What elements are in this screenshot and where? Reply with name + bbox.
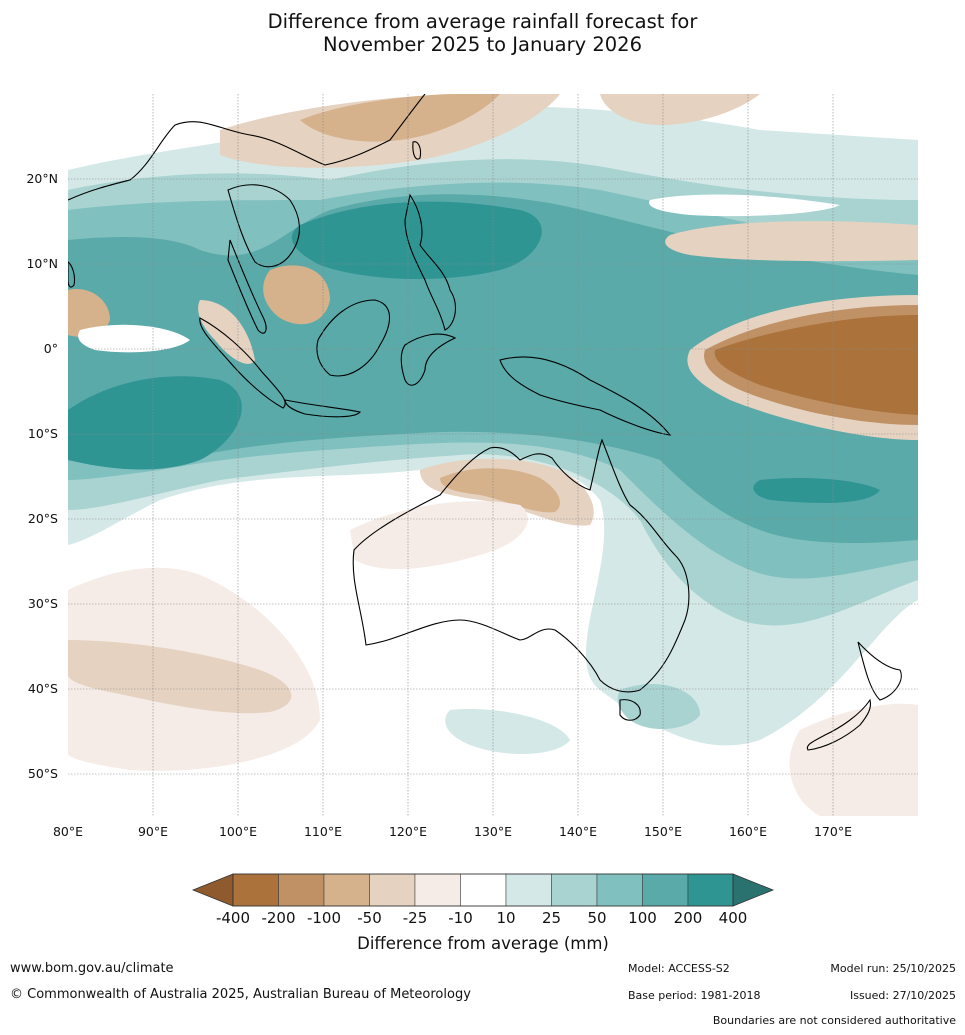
colorbar-label-4: -50 — [357, 909, 382, 927]
colorbar-label-10: 100 — [628, 909, 657, 927]
colorbar-swatch-11 — [687, 873, 734, 907]
dry-region-tasman — [789, 703, 918, 816]
lat-axis-labels: 20°N 10°N 0° 10°S 20°S 30°S 40°S 50°S — [26, 171, 58, 781]
coastline-sumatra — [199, 317, 286, 409]
colorbar-title: Difference from average (mm) — [357, 934, 609, 953]
wet-region-south-of-australia — [617, 684, 700, 730]
coastline-tasmania — [619, 699, 641, 721]
coastline-new-zealand-south — [806, 698, 872, 751]
title-line-1: Difference from average rainfall forecas… — [267, 10, 698, 33]
neutral-region-indian-ocean — [78, 324, 190, 353]
lat-label-30s: 30°S — [28, 596, 58, 611]
colorbar-swatch-8 — [551, 873, 598, 907]
lon-label-120e: 120°E — [389, 824, 427, 839]
wet-region-southern-ocean — [445, 709, 570, 755]
lat-label-40s: 40°S — [28, 681, 58, 696]
coastline-taiwan — [412, 141, 422, 160]
coastlines — [68, 94, 902, 751]
colorbar-extend-high — [732, 873, 775, 907]
lon-label-90e: 90°E — [138, 824, 168, 839]
colorbar-swatch-3 — [323, 873, 370, 907]
colorbar-swatch-6 — [460, 873, 507, 907]
copyright-text: © Commonwealth of Australia 2025, Austra… — [10, 987, 471, 1002]
dry-region-east-asia-2 — [300, 94, 500, 142]
colorbar-swatch-7 — [505, 873, 552, 907]
website-link[interactable]: www.bom.gov.au/climate — [10, 961, 174, 976]
issued-date: Issued: 27/10/2025 — [849, 989, 956, 1002]
neutral-region-north-pacific — [649, 194, 840, 217]
lat-label-0: 0° — [44, 341, 58, 356]
colorbar-label-2: -200 — [261, 909, 295, 927]
colorbar-label-12: 400 — [719, 909, 748, 927]
lon-label-100e: 100°E — [219, 824, 257, 839]
boundaries-disclaimer: Boundaries are not considered authoritat… — [712, 1014, 956, 1027]
lat-label-20n: 20°N — [26, 171, 58, 186]
dry-region-east-pacific-3 — [714, 315, 918, 415]
lon-label-160e: 160°E — [729, 824, 767, 839]
colorbar-swatch-9 — [596, 873, 643, 907]
map-title: Difference from average rainfall forecas… — [0, 10, 965, 56]
colorbar-label-3: -100 — [307, 909, 341, 927]
lat-label-10s: 10°S — [28, 426, 58, 441]
lat-label-10n: 10°N — [26, 256, 58, 271]
colorbar-label-6: -10 — [448, 909, 473, 927]
colorbar-label-8: 25 — [542, 909, 561, 927]
lon-label-140e: 140°E — [559, 824, 597, 839]
lon-axis-labels: 80°E 90°E 100°E 110°E 120°E 130°E 140°E … — [53, 824, 852, 839]
coastline-java — [284, 399, 362, 418]
coastline-new-guinea — [499, 356, 672, 436]
coastline-new-zealand-north — [857, 641, 902, 701]
colorbar-swatch-5 — [414, 873, 461, 907]
model-run-date: Model run: 25/10/2025 — [830, 962, 956, 975]
coastline-philippines — [404, 193, 456, 331]
coastline-sri-lanka — [68, 261, 76, 288]
dry-region-indian-ocean-2 — [68, 640, 292, 714]
dry-region-top-right — [600, 94, 760, 125]
wet-core-sw-pacific — [753, 478, 880, 503]
dry-region-western-australia — [350, 501, 528, 570]
wet-core-central — [291, 201, 542, 280]
base-period: Base period: 1981-2018 — [628, 989, 761, 1002]
colorbar-extend-low — [191, 873, 234, 907]
lon-label-110e: 110°E — [304, 824, 342, 839]
colorbar-swatch-4 — [369, 873, 416, 907]
colorbar-label-5: -25 — [403, 909, 428, 927]
dry-region-north-pacific — [665, 221, 918, 262]
title-line-2: November 2025 to January 2026 — [323, 33, 642, 56]
colorbar-label-9: 50 — [587, 909, 606, 927]
colorbar-label-1: -400 — [216, 909, 250, 927]
colorbar-label-11: 200 — [674, 909, 703, 927]
wet-core-west — [68, 376, 242, 470]
coastline-asia-mainland — [68, 94, 426, 201]
lon-label-170e: 170°E — [814, 824, 852, 839]
colorbar-swatch-10 — [642, 873, 689, 907]
colorbar-label-7: 10 — [496, 909, 515, 927]
coastline-malay-peninsula — [227, 239, 267, 334]
colorbar-swatch-2 — [278, 873, 325, 907]
model-name: Model: ACCESS-S2 — [628, 962, 730, 975]
graticule — [68, 94, 918, 816]
lat-label-50s: 50°S — [28, 766, 58, 781]
lat-label-20s: 20°S — [28, 511, 58, 526]
colorbar: -400 -200 -100 -50 -25 -10 10 25 50 100 … — [191, 873, 775, 953]
lon-label-80e: 80°E — [53, 824, 83, 839]
colorbar-swatch-1 — [232, 873, 279, 907]
coastline-australia — [352, 438, 690, 693]
dry-region-west — [68, 289, 110, 337]
coastline-sulawesi — [400, 333, 457, 386]
coastline-indochina — [227, 184, 300, 268]
dry-region-north-australia-2 — [440, 468, 560, 513]
lon-label-130e: 130°E — [474, 824, 512, 839]
dry-region-borneo — [263, 265, 330, 325]
lon-label-150e: 150°E — [644, 824, 682, 839]
